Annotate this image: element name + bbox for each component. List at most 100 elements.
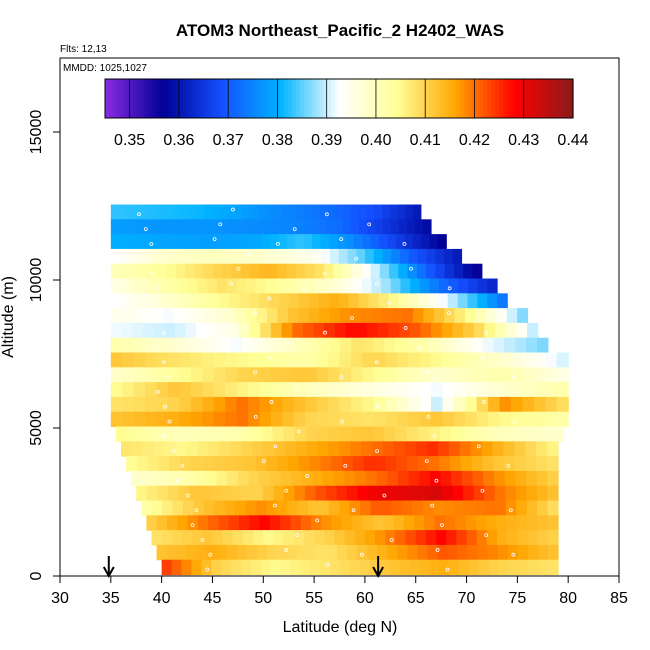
heatmap-cell	[497, 544, 509, 561]
heatmap-cell	[181, 559, 192, 576]
heatmap-cell	[121, 337, 134, 354]
heatmap-cell	[127, 234, 137, 250]
heatmap-cell	[157, 485, 169, 502]
heatmap-cell	[235, 500, 247, 516]
heatmap-cell	[260, 322, 272, 339]
heatmap-cell	[444, 308, 456, 324]
heatmap-cell	[377, 544, 388, 561]
heatmap-cell	[160, 426, 173, 442]
heatmap-cell	[517, 530, 529, 546]
heatmap-cell	[183, 308, 195, 324]
heatmap-cell	[451, 426, 464, 442]
heatmap-cell	[433, 308, 445, 324]
colorbar-segment	[307, 79, 313, 118]
heatmap-cell	[547, 544, 559, 561]
heatmap-cell	[208, 441, 220, 457]
heatmap-cell	[191, 559, 202, 576]
heatmap-cell	[133, 367, 146, 383]
heatmap-cell	[385, 456, 397, 472]
heatmap-cell	[430, 411, 443, 428]
colorbar-segment	[432, 79, 438, 118]
heatmap-cell	[314, 263, 325, 280]
heatmap-cell	[472, 470, 484, 487]
sample-point	[186, 493, 191, 498]
heatmap-cell	[514, 441, 526, 457]
heatmap-cell	[444, 515, 456, 531]
heatmap-cell	[339, 396, 352, 413]
heatmap-cell	[397, 470, 410, 487]
heatmap-cell	[408, 396, 421, 413]
heatmap-cell	[374, 219, 384, 235]
heatmap-cell	[291, 470, 303, 487]
heatmap-cell	[465, 352, 478, 368]
heatmap-cell	[522, 396, 535, 413]
heatmap-cell	[120, 263, 130, 280]
heatmap-cell	[175, 441, 188, 457]
sample-point	[284, 488, 289, 493]
heatmap-cell	[511, 367, 524, 383]
heatmap-cell	[219, 441, 231, 457]
colorbar-segment	[487, 79, 492, 118]
sample-point	[447, 286, 452, 291]
heatmap-cell	[156, 382, 169, 398]
sample-point	[273, 503, 277, 508]
heatmap-cell	[157, 263, 168, 280]
sample-point	[171, 449, 176, 453]
colorbar-segment	[229, 79, 235, 118]
heatmap-cell	[300, 515, 312, 531]
heatmap-cell	[395, 234, 405, 250]
heatmap-cell	[362, 367, 375, 383]
heatmap-cell	[203, 500, 215, 516]
heatmap-cell	[373, 426, 385, 442]
heatmap-cell	[296, 204, 306, 220]
heatmap-cell	[467, 544, 479, 561]
heatmap-cell	[213, 367, 226, 383]
heatmap-cell	[174, 219, 184, 235]
heatmap-cell	[206, 219, 216, 235]
heatmap-cell	[177, 515, 189, 531]
sample-point	[484, 330, 489, 335]
heatmap-cell	[437, 441, 450, 457]
heatmap-cell	[527, 322, 539, 339]
heatmap-cell	[154, 248, 165, 265]
heatmap-cell	[236, 278, 247, 294]
heatmap-cell	[208, 515, 220, 531]
colorbar-segment	[483, 79, 488, 118]
heatmap-cell	[334, 322, 347, 339]
colorbar-segment	[144, 79, 149, 118]
heatmap-cell	[203, 204, 213, 220]
heatmap-cell	[373, 352, 386, 368]
heatmap-cell	[460, 456, 473, 472]
heatmap-cell	[397, 204, 406, 220]
heatmap-cell	[329, 248, 340, 265]
heatmap-cell	[522, 411, 535, 428]
heatmap-cell	[214, 500, 226, 516]
heatmap-cell	[388, 293, 399, 309]
colorbar-segment	[339, 79, 344, 118]
heatmap-cell	[362, 352, 375, 368]
heatmap-cell	[249, 263, 260, 280]
heatmap-cell	[385, 352, 398, 368]
heatmap-cell	[173, 470, 186, 487]
heatmap-cell	[293, 396, 306, 413]
heatmap-cell	[277, 456, 289, 472]
heatmap-cell	[270, 367, 283, 383]
heatmap-cell	[165, 204, 174, 220]
heatmap-cell	[466, 530, 478, 546]
heatmap-cell	[216, 544, 228, 561]
heatmap-cell	[362, 337, 374, 354]
heatmap-cell	[207, 248, 217, 265]
heatmap-cell	[273, 204, 282, 220]
heatmap-cell	[368, 485, 380, 502]
heatmap-cell	[312, 234, 322, 250]
heatmap-cell	[236, 234, 246, 250]
heatmap-cell	[145, 382, 158, 398]
heatmap-cell	[496, 515, 508, 531]
heatmap-cell	[430, 396, 443, 413]
heatmap-cell	[536, 470, 548, 487]
sample-point	[147, 301, 152, 305]
heatmap-cell	[270, 234, 280, 250]
heatmap-cell	[473, 322, 485, 339]
heatmap-cell	[293, 530, 305, 546]
heatmap-cell	[110, 367, 123, 383]
